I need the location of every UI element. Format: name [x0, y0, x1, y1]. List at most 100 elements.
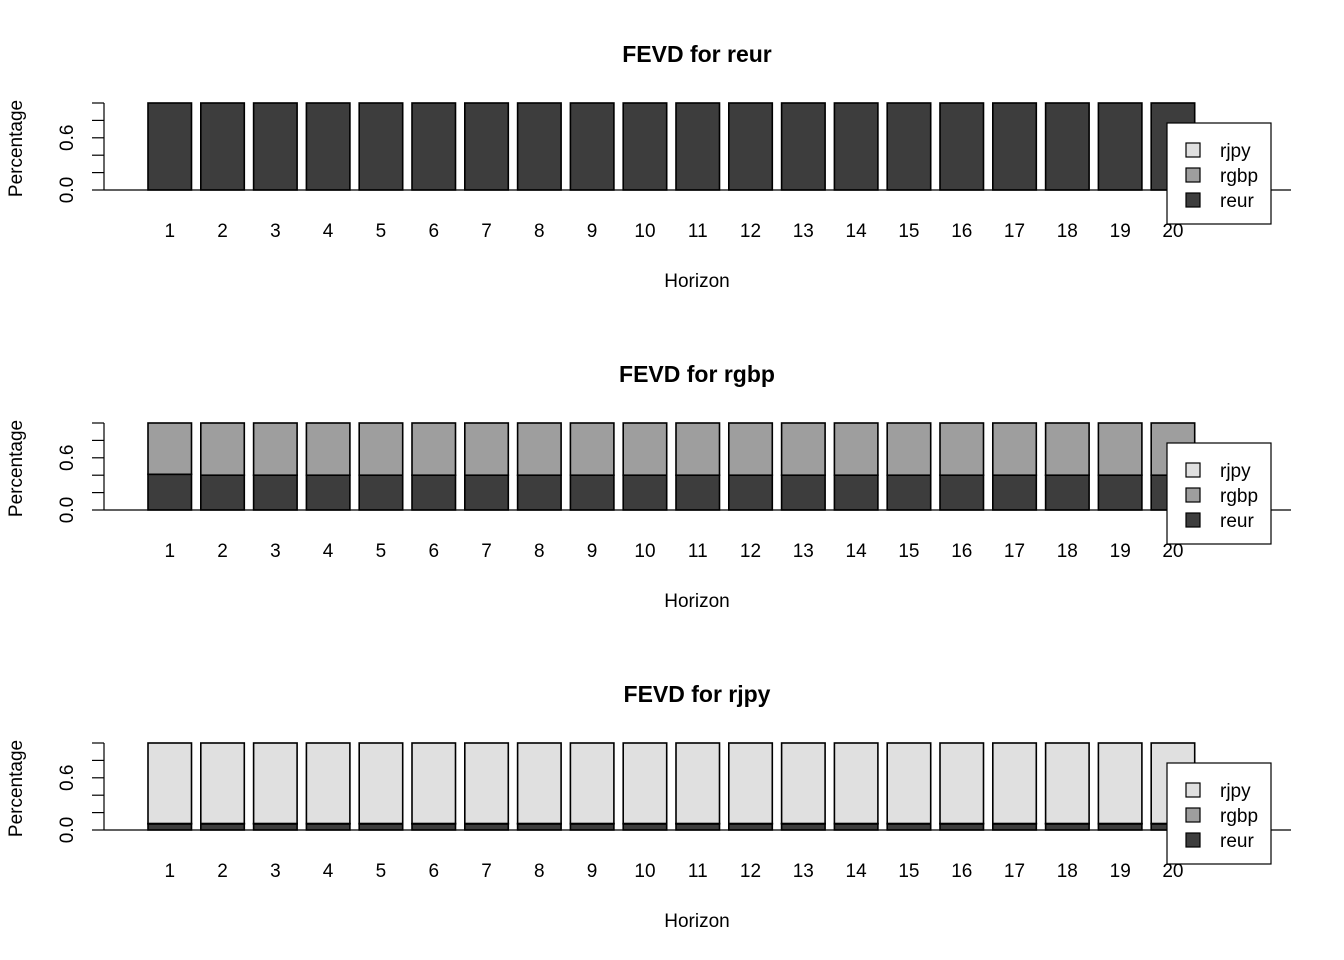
- legend-swatch-rgbp: [1185, 807, 1201, 823]
- y-axis-label: Percentage: [6, 740, 27, 837]
- x-tick-label: 2: [217, 861, 228, 882]
- legend-label-reur: reur: [1220, 511, 1254, 532]
- bar-segment-reur: [833, 102, 879, 191]
- bar-segment-reur: [252, 474, 298, 511]
- x-tick-label: 18: [1057, 541, 1078, 562]
- y-tick-label: 0.0: [57, 497, 78, 523]
- bar-segment-rgbp: [147, 422, 193, 476]
- x-tick-label: 9: [587, 221, 598, 242]
- legend-label-reur: reur: [1220, 191, 1254, 212]
- legend-label-rjpy: rjpy: [1220, 781, 1251, 802]
- bar-segment-reur: [939, 102, 985, 191]
- x-tick-label: 2: [217, 541, 228, 562]
- legend-label-reur: reur: [1220, 831, 1254, 852]
- bar-segment-reur: [727, 102, 774, 191]
- x-tick-label: 17: [1004, 221, 1025, 242]
- x-tick-label: 6: [429, 221, 440, 242]
- bar-segment-reur: [516, 474, 562, 511]
- bar-segment-reur: [991, 474, 1038, 511]
- x-tick-label: 10: [634, 221, 655, 242]
- bar-segment-rjpy: [569, 742, 615, 825]
- legend-swatch-rgbp: [1185, 487, 1201, 503]
- y-tick-label: 0.6: [57, 445, 78, 471]
- bar-segment-reur: [200, 474, 246, 511]
- bar-segment-reur: [939, 474, 985, 511]
- x-tick-label: 8: [534, 221, 545, 242]
- x-tick-label: 13: [793, 541, 814, 562]
- bar-segment-rgbp: [252, 422, 298, 477]
- chart-title: FEVD for rjpy: [624, 681, 771, 707]
- bar-segment-reur: [411, 823, 457, 831]
- bar-segment-reur: [516, 102, 562, 191]
- bar-segment-reur: [675, 474, 721, 511]
- bar-segment-reur: [305, 474, 351, 511]
- x-tick-label: 20: [1162, 861, 1183, 882]
- bar-segment-reur: [569, 474, 615, 511]
- bar-segment-reur: [147, 473, 193, 511]
- bar-segment-reur: [516, 823, 562, 831]
- bar-segment-rjpy: [675, 742, 721, 825]
- bar-segment-reur: [200, 102, 246, 191]
- legend-label-rgbp: rgbp: [1220, 486, 1258, 507]
- x-tick-label: 8: [534, 861, 545, 882]
- x-tick-label: 1: [165, 541, 176, 562]
- legend-swatch-rjpy: [1185, 142, 1201, 158]
- bar-segment-reur: [991, 102, 1038, 191]
- x-tick-label: 12: [740, 221, 761, 242]
- bar-segment-rjpy: [780, 742, 826, 825]
- x-tick-label: 12: [740, 541, 761, 562]
- bar-segment-reur: [1097, 102, 1143, 191]
- bar-segment-rgbp: [358, 422, 404, 477]
- bar-segment-rgbp: [1044, 422, 1090, 477]
- bar-segment-reur: [411, 102, 457, 191]
- bar-segment-reur: [886, 823, 932, 831]
- bar-segment-rjpy: [1097, 742, 1143, 825]
- x-tick-label: 20: [1162, 541, 1183, 562]
- bar-segment-reur: [1044, 102, 1090, 191]
- y-axis-label: Percentage: [6, 100, 27, 197]
- bar-segment-reur: [569, 102, 615, 191]
- bar-segment-reur: [252, 823, 298, 831]
- y-tick-label: 0.6: [57, 765, 78, 791]
- bar-segment-rgbp: [780, 422, 826, 477]
- x-tick-label: 5: [376, 221, 387, 242]
- x-tick-label: 10: [634, 541, 655, 562]
- x-tick-label: 1: [165, 861, 176, 882]
- bar-segment-reur: [991, 823, 1038, 831]
- x-tick-label: 4: [323, 861, 334, 882]
- x-tick-label: 16: [951, 861, 972, 882]
- x-tick-label: 13: [793, 861, 814, 882]
- bar-segment-rjpy: [1044, 742, 1090, 825]
- legend-swatch-reur: [1185, 192, 1201, 208]
- bar-segment-reur: [200, 823, 246, 831]
- bar-segment-rgbp: [569, 422, 615, 477]
- y-tick-label: 0.0: [57, 177, 78, 203]
- x-tick-label: 15: [898, 221, 919, 242]
- bar-segment-reur: [622, 102, 668, 191]
- x-tick-label: 13: [793, 221, 814, 242]
- x-tick-label: 11: [688, 221, 708, 242]
- y-tick-label: 0.6: [57, 125, 78, 151]
- x-tick-label: 7: [481, 221, 492, 242]
- bar-segment-rjpy: [727, 742, 774, 825]
- bar-segment-reur: [463, 823, 510, 831]
- bar-segment-rjpy: [516, 742, 562, 825]
- legend-swatch-rjpy: [1185, 782, 1201, 798]
- bar-segment-reur: [622, 823, 668, 831]
- x-tick-label: 4: [323, 541, 334, 562]
- bar-segment-reur: [358, 474, 404, 511]
- bar-segment-rjpy: [939, 742, 985, 825]
- bar-segment-rjpy: [991, 742, 1038, 825]
- bar-segment-rjpy: [147, 742, 193, 825]
- bar-segment-reur: [886, 474, 932, 511]
- chart-title: FEVD for reur: [622, 41, 772, 67]
- legend-box: [1166, 122, 1272, 225]
- x-tick-label: 9: [587, 861, 598, 882]
- bar-segment-rgbp: [200, 422, 246, 477]
- bar-segment-reur: [463, 102, 510, 191]
- x-tick-label: 3: [270, 541, 281, 562]
- bar-segment-reur: [147, 823, 193, 831]
